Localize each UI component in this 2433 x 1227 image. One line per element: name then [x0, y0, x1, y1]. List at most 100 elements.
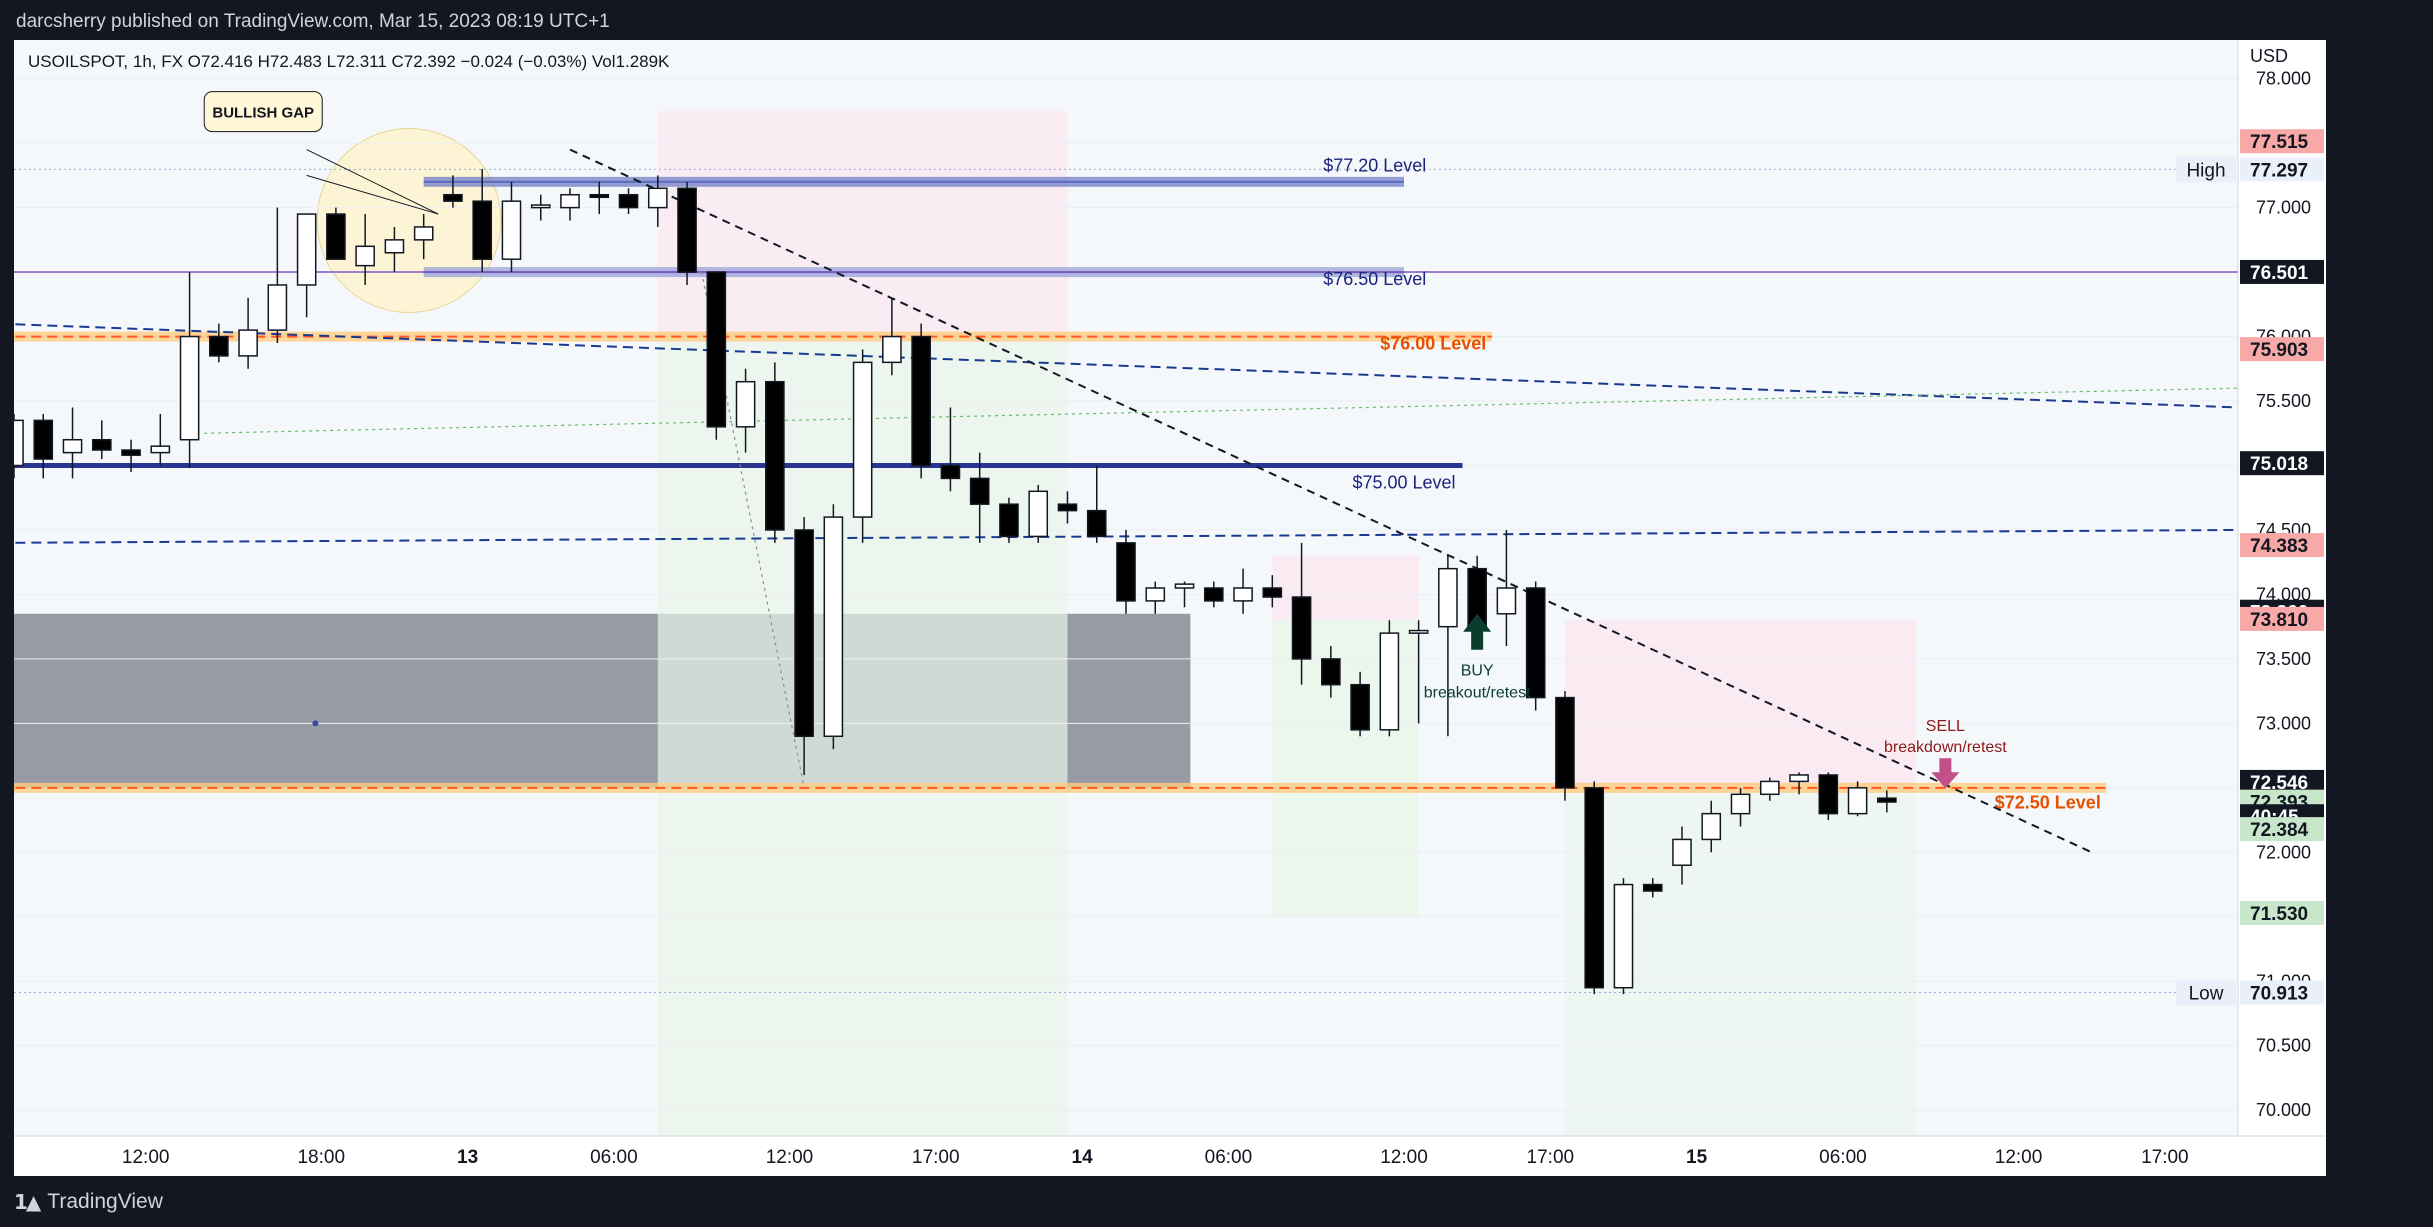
candle-body — [1145, 587, 1166, 602]
candle-body — [33, 419, 54, 460]
price-label: 71.530 — [2250, 904, 2308, 925]
hl-tag-bg — [2176, 979, 2236, 1006]
sell-label: SELL — [1926, 718, 1965, 735]
candle-body — [794, 529, 814, 738]
time-axis-bg — [14, 1136, 2326, 1176]
candle-body — [326, 213, 346, 260]
candle-body — [1438, 567, 1458, 628]
sell-sublabel: breakdown/retest — [1884, 739, 2007, 756]
symbol-legend: USOILSPOT, 1h, FX O72.416 H72.483 L72.31… — [28, 52, 670, 71]
level-label: $75.00 Level — [1352, 473, 1455, 493]
candle-body — [121, 449, 141, 456]
candle-body — [1350, 683, 1370, 731]
candle-body — [238, 329, 258, 357]
price-label-bg — [2240, 533, 2324, 558]
price-label: 75.903 — [2250, 340, 2308, 361]
brand-name: TradingView — [47, 1190, 163, 1213]
candle-body — [618, 193, 639, 209]
candle-body — [384, 239, 405, 254]
level-label: $77.20 Level — [1323, 156, 1426, 176]
candle-body — [999, 503, 1019, 538]
bullish-gap-label: BULLISH GAP — [212, 105, 314, 122]
candle-body — [1555, 696, 1575, 789]
candle-body — [1028, 490, 1049, 538]
candle-body — [1877, 797, 1897, 803]
trendline-lower — [14, 528, 2239, 544]
trendline-upper — [14, 323, 2239, 409]
y-tick-label: 78.000 — [2256, 69, 2311, 89]
candle-body — [267, 284, 288, 331]
candle-body — [1174, 583, 1195, 589]
y-tick-label: 72.000 — [2256, 842, 2311, 862]
y-tick-label: 73.500 — [2256, 649, 2311, 669]
candle-body — [1759, 780, 1780, 796]
candle-body — [911, 335, 931, 467]
candle-body — [1613, 883, 1634, 989]
price-label-bg — [2240, 606, 2324, 631]
level-label: $72.50 Level — [1995, 792, 2101, 812]
x-tick-label: 06:00 — [590, 1147, 638, 1168]
price-label: 77.515 — [2250, 132, 2309, 153]
candle-body — [530, 204, 551, 209]
candlestick-series — [14, 168, 1897, 995]
y-tick-label: 70.000 — [2256, 1100, 2311, 1120]
candle-body — [1584, 787, 1605, 989]
price-label-bg — [2240, 980, 2324, 1005]
level-lines: $77.20 Level $76.50 Level $76.00 Level $75.… — [14, 78, 2238, 1111]
candle-body — [1789, 774, 1809, 783]
currency-label: USD — [2250, 46, 2288, 66]
candle-body — [1321, 658, 1341, 686]
bullish-gap-callout — [203, 91, 323, 133]
price-chart[interactable]: $77.20 Level $76.50 Level $76.00 Level $75.… — [14, 40, 2326, 1176]
price-label: 76.501 — [2250, 263, 2309, 284]
buy-sublabel: breakout/retest — [1424, 685, 1531, 702]
candle-body — [765, 380, 785, 531]
candle-body — [1730, 793, 1751, 815]
trendline-green — [204, 387, 2239, 434]
y-tick-label: 75.500 — [2256, 391, 2311, 411]
bottom-bar: 1▲ TradingView — [0, 1176, 2433, 1227]
candle-body — [823, 516, 844, 738]
candle-body — [1496, 587, 1517, 615]
hl-tag-label: Low — [2189, 983, 2224, 1004]
annotations: BULLISH GAP BUY breakout/retest SELL breakdo… — [203, 91, 2007, 789]
x-tick-label: 12:00 — [766, 1147, 814, 1168]
brand[interactable]: 1▲ TradingView — [14, 1190, 163, 1214]
price-label: 72.546 — [2250, 773, 2308, 794]
candle-body — [14, 419, 24, 467]
candle-body — [1818, 774, 1839, 815]
price-label-bg — [2240, 817, 2324, 842]
y-tick-label: 74.000 — [2256, 584, 2311, 604]
candle-body — [1847, 787, 1868, 815]
tradingview-logo-icon: 1▲ — [14, 1190, 41, 1214]
y-tick-label: 70.500 — [2256, 1036, 2311, 1056]
y-tick-label: 73.000 — [2256, 713, 2311, 733]
price-label-bg — [2240, 451, 2324, 476]
candle-body — [443, 193, 463, 202]
x-tick-label: 14 — [1072, 1147, 1094, 1168]
price-label-bg — [2240, 129, 2324, 154]
candle-body — [413, 226, 434, 241]
price-label: 77.297 — [2250, 160, 2308, 181]
price-label: 70.913 — [2250, 983, 2308, 1004]
candle-body — [1379, 632, 1400, 731]
price-axis: USD70.00070.50071.00071.50072.00072.5007… — [2176, 40, 2326, 1176]
candle-body — [91, 438, 112, 451]
candle-body — [1701, 812, 1722, 841]
candle-body — [677, 187, 697, 273]
x-tick-label: 15 — [1686, 1147, 1708, 1168]
x-tick-label: 18:00 — [297, 1147, 345, 1168]
callout-pointer — [306, 149, 439, 215]
candle-body — [1408, 629, 1429, 634]
price-label-bg — [2240, 900, 2324, 925]
x-tick-label: 17:00 — [912, 1147, 960, 1168]
sell-arrow-icon — [1931, 758, 1960, 789]
x-tick-label: 12:00 — [122, 1147, 170, 1168]
x-tick-label: 06:00 — [1205, 1147, 1253, 1168]
candle-body — [296, 213, 317, 286]
candle-body — [647, 187, 668, 209]
candle-body — [1203, 587, 1224, 602]
candle-body — [589, 193, 610, 199]
red-zone-3 — [1564, 620, 1917, 788]
price-label: 72.384 — [2250, 820, 2309, 841]
